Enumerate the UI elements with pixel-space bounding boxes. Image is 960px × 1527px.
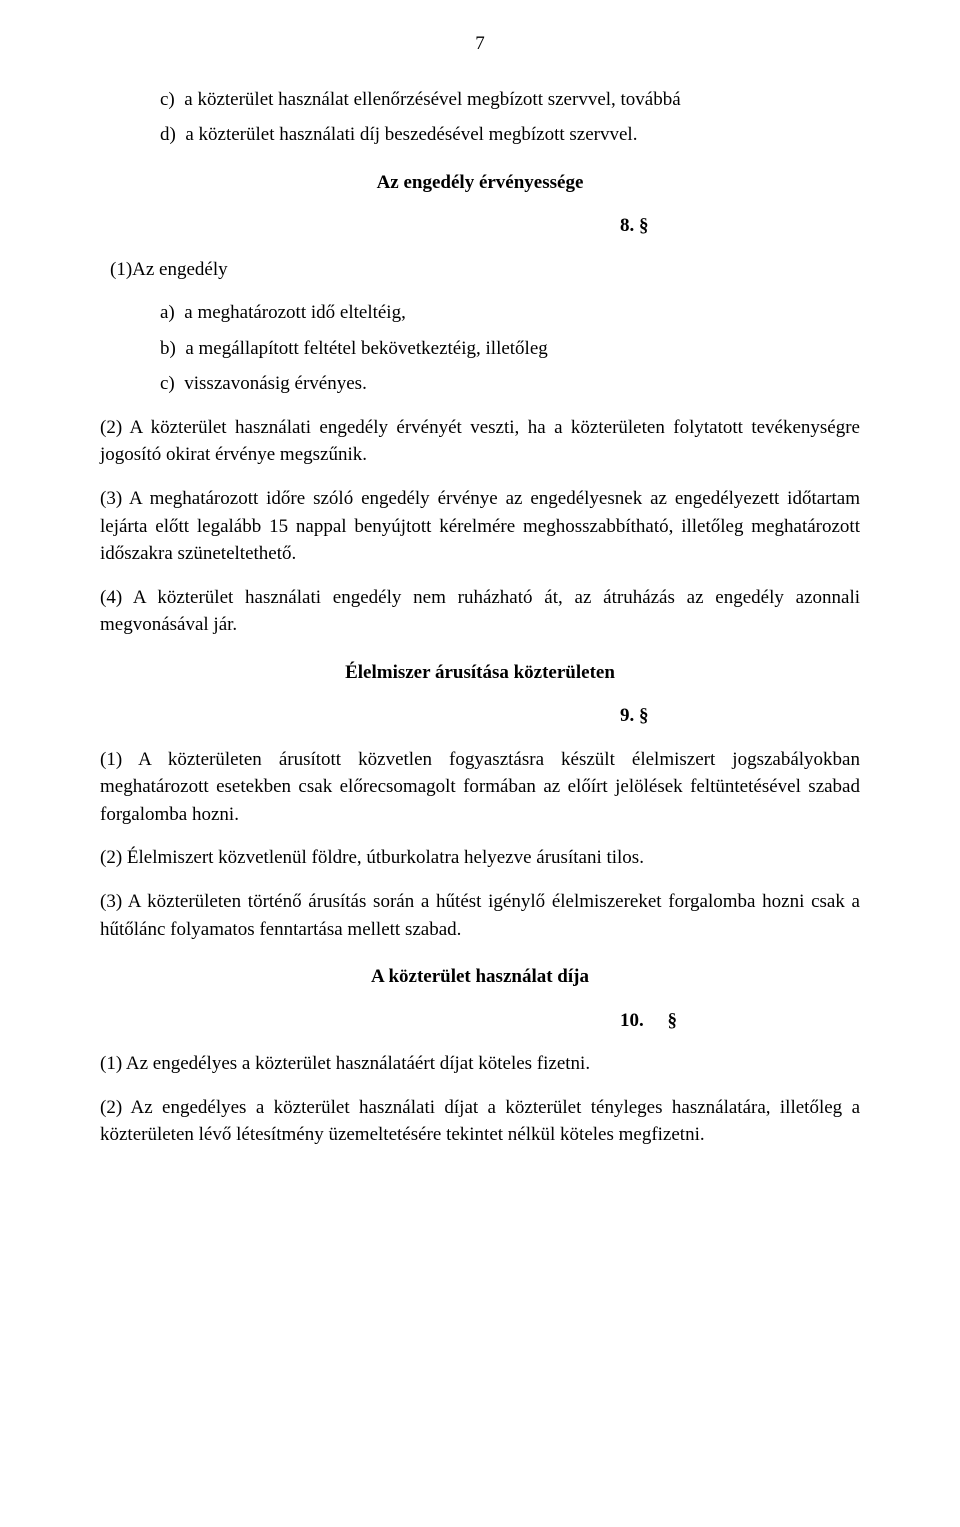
section-8-p3: (3) A meghatározott időre szóló engedély… bbox=[100, 485, 860, 568]
section-9-number: 9. § bbox=[100, 702, 860, 730]
section-9-p1: (1) A közterületen árusított közvetlen f… bbox=[100, 746, 860, 829]
section-10-heading: A közterület használat díja bbox=[100, 963, 860, 991]
section-8-b: b) a megállapított feltétel bekövetkezté… bbox=[160, 335, 860, 363]
section-8-number: 8. § bbox=[100, 212, 860, 240]
list-item-d: d) a közterület használati díj beszedésé… bbox=[160, 121, 860, 149]
section-8-p2: (2) A közterület használati engedély érv… bbox=[100, 414, 860, 469]
section-8-a: a) a meghatározott idő elteltéig, bbox=[160, 299, 860, 327]
section-8-intro: (1)Az engedély bbox=[100, 256, 860, 284]
page-number: 7 bbox=[100, 30, 860, 58]
section-9-p2: (2) Élelmiszert közvetlenül földre, útbu… bbox=[100, 844, 860, 872]
section-8-c: c) visszavonásig érvényes. bbox=[160, 370, 860, 398]
section-8-p4: (4) A közterület használati engedély nem… bbox=[100, 584, 860, 639]
section-8-heading: Az engedély érvényessége bbox=[100, 169, 860, 197]
section-10-p1: (1) Az engedélyes a közterület használat… bbox=[100, 1050, 860, 1078]
section-10-p2: (2) Az engedélyes a közterület használat… bbox=[100, 1094, 860, 1149]
section-9-p3: (3) A közterületen történő árusítás sorá… bbox=[100, 888, 860, 943]
page: 7 c) a közterület használat ellenőrzésév… bbox=[0, 0, 960, 1527]
section-10-number: 10. § bbox=[100, 1007, 860, 1035]
list-item-c: c) a közterület használat ellenőrzésével… bbox=[160, 86, 860, 114]
section-9-heading: Élelmiszer árusítása közterületen bbox=[100, 659, 860, 687]
